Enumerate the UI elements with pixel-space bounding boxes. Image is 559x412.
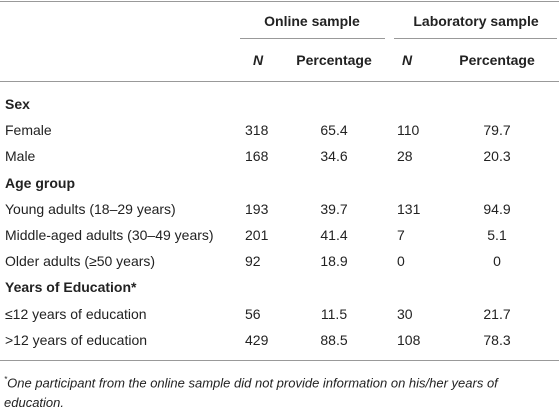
cell: 20.3 <box>483 148 511 165</box>
cell: 18.9 <box>320 253 348 270</box>
cell: 108 <box>397 331 421 348</box>
cell: 7 <box>397 227 405 243</box>
cell: 94.9 <box>483 200 511 217</box>
cell: 78.3 <box>483 331 511 348</box>
top-rule <box>0 1 559 2</box>
section-title: Age group <box>5 174 75 191</box>
cell: 131 <box>397 200 421 217</box>
footnote-marker: * <box>4 375 8 384</box>
cell: 5.1 <box>487 227 507 243</box>
section-title: Years of Education* <box>5 279 137 296</box>
column-header: Percentage <box>459 52 535 68</box>
cell: 168 <box>245 148 269 165</box>
row-label: Middle-aged adults (30–49 years) <box>5 227 214 243</box>
cell: 11.5 <box>320 305 348 322</box>
cell: 56 <box>245 305 261 322</box>
cell: 0 <box>397 253 405 270</box>
cell: 318 <box>245 122 269 139</box>
group-rule <box>394 38 557 39</box>
cell: 21.7 <box>483 305 511 322</box>
cell: 110 <box>397 122 420 139</box>
section-title: Sex <box>5 96 30 112</box>
cell: 39.7 <box>320 200 348 217</box>
row-label: Older adults (≥50 years) <box>5 253 156 270</box>
group-header: Online sample <box>264 13 360 29</box>
footnote: *One participant from the online sample … <box>4 370 549 412</box>
column-header: N <box>401 52 413 68</box>
cell: 193 <box>245 200 269 217</box>
cell: 65.4 <box>320 122 348 139</box>
cell: 41.4 <box>320 227 348 243</box>
row-label: Male <box>5 148 36 165</box>
cell: 201 <box>245 227 269 243</box>
row-label: >12 years of education <box>5 331 148 348</box>
cell: 429 <box>245 331 269 348</box>
cell: 0 <box>493 253 501 270</box>
cell: 92 <box>245 253 261 270</box>
cell: 34.6 <box>320 148 348 165</box>
cell: 28 <box>397 148 413 165</box>
column-header: N <box>252 52 264 68</box>
group-rule <box>240 38 385 39</box>
cell: 88.5 <box>320 331 348 348</box>
row-label: Female <box>5 122 52 139</box>
group-header: Laboratory sample <box>413 13 539 29</box>
header-rule <box>0 81 559 82</box>
footnote-text: One participant from the online sample d… <box>4 375 498 411</box>
cell: 79.7 <box>483 122 511 139</box>
bottom-rule <box>0 360 559 361</box>
column-header: Percentage <box>296 52 372 68</box>
cell: 30 <box>397 305 413 322</box>
row-label: Young adults (18–29 years) <box>5 200 176 217</box>
row-label: ≤12 years of education <box>5 305 147 322</box>
